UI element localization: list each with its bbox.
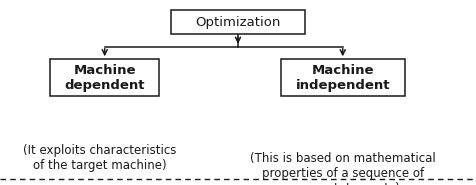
Text: Optimization: Optimization <box>195 16 281 29</box>
FancyBboxPatch shape <box>171 10 305 34</box>
FancyBboxPatch shape <box>281 59 405 96</box>
Text: Machine
dependent: Machine dependent <box>64 64 145 92</box>
Text: (It exploits characteristics
of the target machine): (It exploits characteristics of the targ… <box>23 144 177 172</box>
Text: (This is based on mathematical
properties of a sequence of
source statements): (This is based on mathematical propertie… <box>250 152 436 185</box>
Text: Machine
independent: Machine independent <box>296 64 390 92</box>
FancyBboxPatch shape <box>50 59 159 96</box>
